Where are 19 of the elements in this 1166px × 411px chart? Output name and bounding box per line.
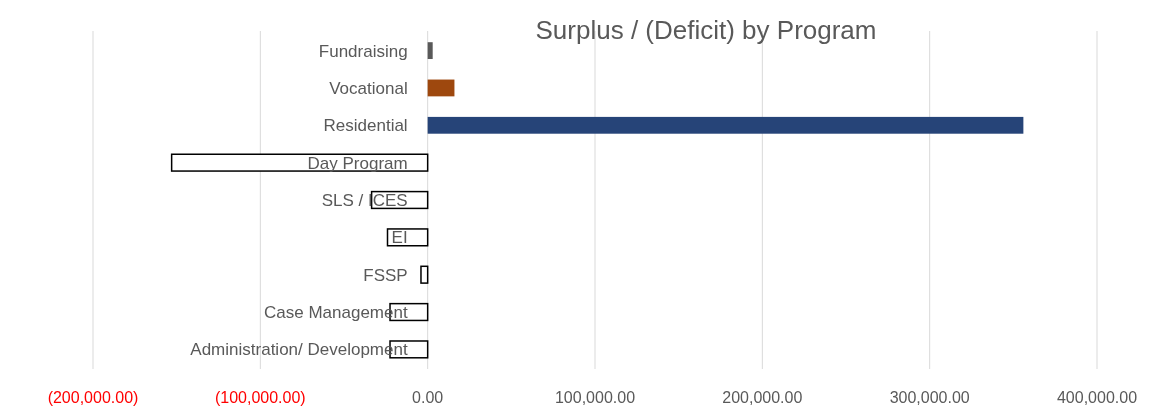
- y-tick-label: Day Program: [307, 153, 408, 173]
- x-tick-label: 100,000.00: [554, 388, 636, 406]
- chart-title: Surplus / (Deficit) by Program: [535, 15, 877, 46]
- x-tick-label: 200,000.00: [722, 388, 803, 406]
- bar: [427, 42, 433, 60]
- x-tick-label: (100,000.00): [214, 388, 306, 406]
- x-tick-label: 0.00: [412, 388, 444, 406]
- x-tick-label: 400,000.00: [1056, 388, 1138, 406]
- bar: [427, 79, 455, 97]
- x-tick-label: (200,000.00): [47, 388, 139, 406]
- y-tick-label: Fundraising: [318, 41, 408, 61]
- bar: [170, 153, 429, 172]
- y-tick-label: Vocational: [329, 78, 408, 98]
- bar: [420, 265, 429, 284]
- x-tick-label: 300,000.00: [889, 388, 970, 406]
- y-tick-label: FSSP: [363, 265, 408, 285]
- y-tick-label: Residential: [323, 116, 408, 136]
- bar: [427, 116, 1024, 134]
- y-tick-label: EI: [391, 228, 408, 248]
